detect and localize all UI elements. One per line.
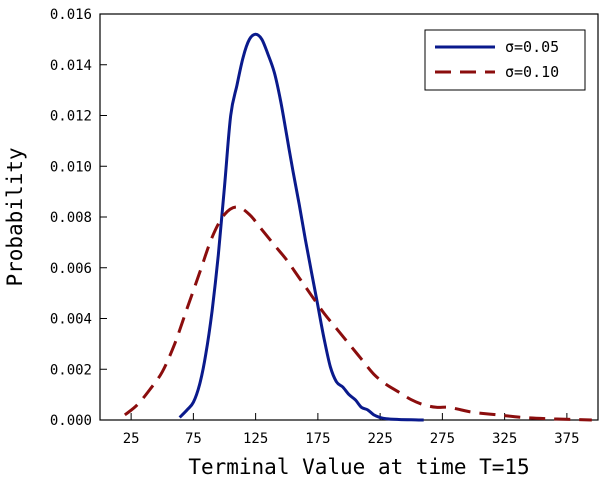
y-tick-label: 0.002 [50, 362, 92, 378]
y-tick-label: 0.006 [50, 261, 92, 277]
y-tick-label: 0.012 [50, 109, 92, 125]
x-tick-label: 375 [554, 431, 579, 447]
series-line-0 [178, 32, 424, 422]
legend-label-sigma-010: σ=0.10 [505, 63, 559, 81]
y-tick-label: 0.014 [50, 58, 92, 74]
x-axis-title: Terminal Value at time T=15 [188, 455, 529, 479]
y-tick-label: 0.016 [50, 7, 92, 23]
y-axis: 0.000 0.002 0.004 0.006 0.008 0.010 0.012 0.014… [50, 7, 107, 429]
x-tick-label: 225 [367, 431, 392, 447]
x-axis: 25 75 125 175 225 275 325 375 [123, 413, 580, 447]
legend: σ=0.05 σ=0.10 [424, 29, 586, 91]
x-tick-label: 275 [430, 431, 455, 447]
x-tick-label: 125 [243, 431, 268, 447]
y-tick-label: 0.000 [50, 413, 92, 429]
legend-box [424, 29, 586, 91]
y-tick-label: 0.010 [50, 159, 92, 175]
series-lines [123, 32, 592, 422]
x-tick-label: 325 [492, 431, 517, 447]
legend-label-sigma-005: σ=0.05 [505, 38, 559, 56]
y-tick-label: 0.008 [50, 210, 92, 226]
series-line-1 [123, 205, 592, 422]
x-tick-label: 75 [185, 431, 202, 447]
x-tick-label: 25 [123, 431, 140, 447]
x-tick-label: 175 [305, 431, 330, 447]
y-axis-title: Probability [3, 147, 27, 286]
y-tick-label: 0.004 [50, 312, 92, 328]
